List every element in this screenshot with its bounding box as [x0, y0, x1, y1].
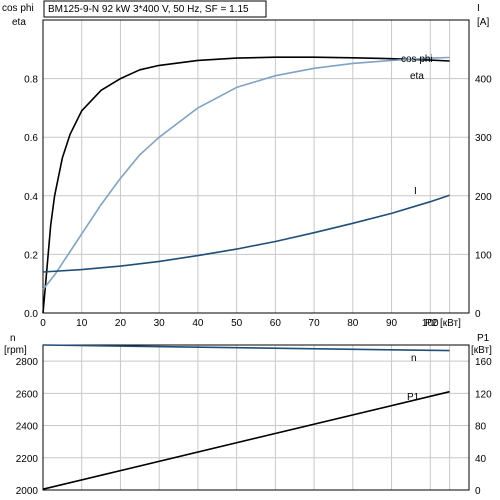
bottom-y-right-label: [кВт] [471, 345, 492, 356]
series-label-eta: eta [410, 71, 424, 82]
bottom-y-left-tick: 2800 [16, 357, 39, 368]
top-x-tick: 80 [347, 318, 359, 329]
bottom-y-right-tick: 0 [475, 486, 481, 497]
top-x-tick: 50 [231, 318, 243, 329]
bottom-y-right-tick: 80 [475, 422, 487, 433]
bottom-y-left-tick: 2400 [16, 422, 39, 433]
top-y-left-tick: 0.8 [24, 75, 38, 86]
top-x-tick: 20 [115, 318, 127, 329]
top-y-right-tick: 400 [475, 75, 492, 86]
series-line-P1 [42, 390, 450, 490]
top-x-tick: 60 [270, 318, 282, 329]
top-plot-frame [42, 19, 470, 314]
bottom-y-right-tick: 120 [475, 389, 492, 400]
top-y-left-tick: 0.2 [24, 250, 38, 261]
bottom-y-right-tick: 40 [475, 454, 487, 465]
top-y-left-label: cos phi [2, 3, 34, 14]
bottom-y-left-tick: 2000 [16, 486, 39, 497]
top-y-right-tick: 0 [475, 309, 481, 320]
series-label-cos-phi: cos phi [401, 54, 433, 65]
bottom-y-right-label: P1 [477, 333, 490, 344]
title-box [43, 0, 267, 18]
top-x-tick: 30 [154, 318, 166, 329]
series-line-I [42, 194, 450, 273]
top-y-left-tick: 0.6 [24, 133, 38, 144]
bottom-y-left-tick: 2200 [16, 454, 39, 465]
top-y-right-tick: 200 [475, 192, 492, 203]
top-x-tick: 0 [40, 318, 46, 329]
series-label-n: n [411, 353, 417, 364]
top-y-right-label: I [477, 3, 480, 14]
series-line-eta [42, 56, 450, 314]
top-x-tick: 70 [309, 318, 321, 329]
top-y-right-tick: 300 [475, 133, 492, 144]
chart-title: BM125-9-N 92 kW 3*400 V, 50 Hz, SF = 1.1… [48, 4, 249, 15]
top-y-left-tick: 0.0 [24, 309, 38, 320]
top-x-tick: 40 [192, 318, 204, 329]
top-y-left-label: eta [12, 17, 26, 28]
bottom-y-left-label: [rpm] [4, 345, 27, 356]
bottom-y-left-tick: 2600 [16, 389, 39, 400]
top-x-label: P2 [кВт] [425, 318, 461, 329]
bottom-plot-frame [42, 344, 470, 491]
top-y-right-tick: 100 [475, 250, 492, 261]
top-y-left-tick: 0.4 [24, 192, 38, 203]
top-x-tick: 90 [386, 318, 398, 329]
bottom-y-left-label: n [10, 333, 16, 344]
top-x-tick: 10 [76, 318, 88, 329]
top-x-tick: 100 [422, 318, 439, 329]
bottom-y-right-tick: 160 [475, 357, 492, 368]
series-label-I: I [414, 186, 417, 197]
series-line-n [42, 344, 450, 352]
series-line-cos-phi [42, 56, 450, 291]
top-y-right-label: [A] [477, 17, 489, 28]
series-label-P1: P1 [407, 392, 420, 403]
